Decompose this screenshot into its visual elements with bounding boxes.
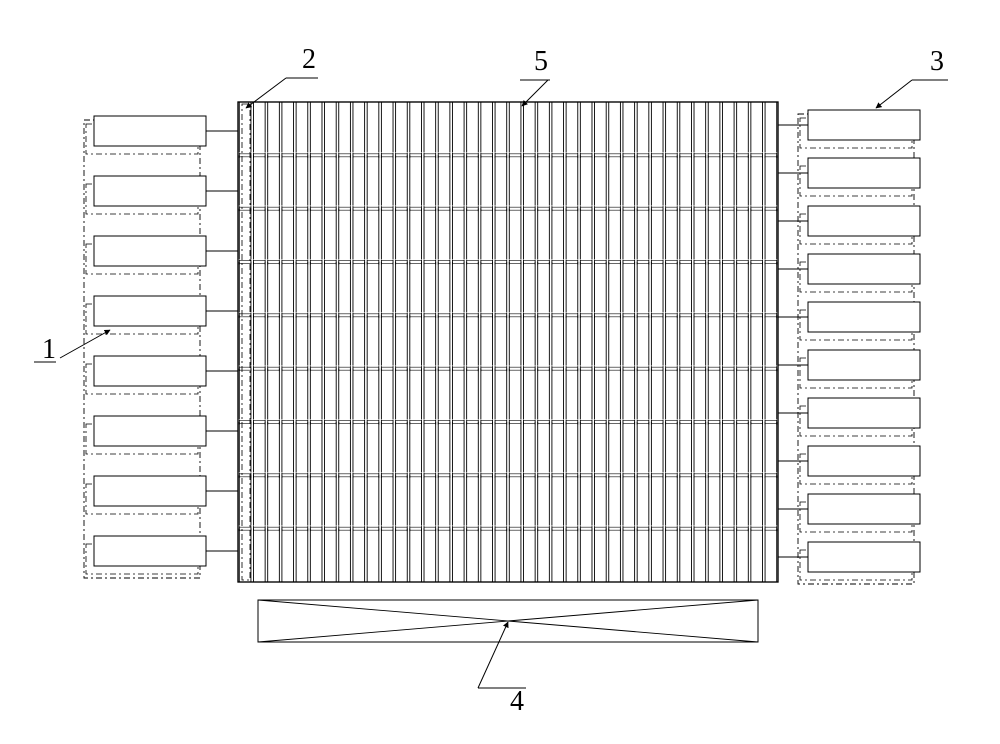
diagram-svg: 1 2 3 4 5 [0, 0, 1000, 744]
diagram-canvas: 1 2 3 4 5 [0, 0, 1000, 744]
callout-label-1: 1 [42, 334, 56, 365]
callout-label-3: 3 [930, 46, 944, 77]
callout-label-5: 5 [534, 46, 548, 77]
callout-label-2: 2 [302, 44, 316, 75]
callout-label-4: 4 [510, 686, 524, 717]
